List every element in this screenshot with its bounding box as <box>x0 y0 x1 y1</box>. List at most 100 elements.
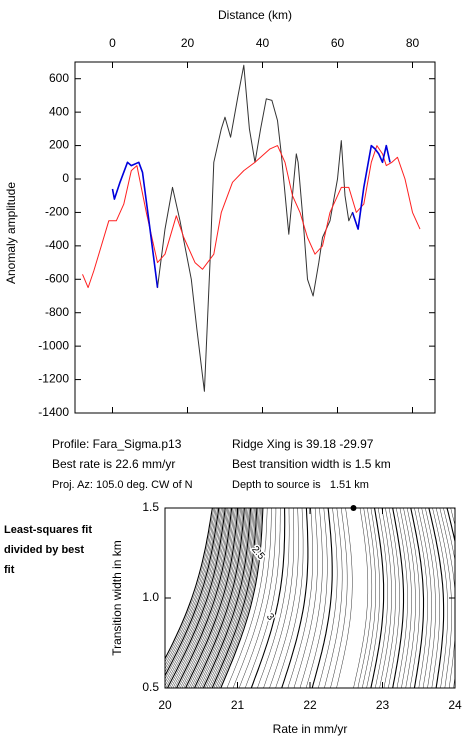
contour-line <box>194 508 455 688</box>
y-tick-label: 600 <box>49 71 69 85</box>
contour-line <box>281 508 405 688</box>
x-tick-label: 20 <box>181 36 195 50</box>
contour-line <box>172 508 455 688</box>
data-line <box>111 144 391 288</box>
contour-line <box>169 508 455 688</box>
y-tick-label: 400 <box>49 104 69 118</box>
contour-line <box>226 508 440 688</box>
contour-line <box>208 508 455 688</box>
contour-line <box>201 508 455 688</box>
contour-line <box>185 508 455 688</box>
contour-line <box>190 508 455 688</box>
contour-line <box>311 508 385 688</box>
y-tick-label: 0.5 <box>142 680 159 694</box>
contour-line <box>202 508 455 688</box>
side-label: Least-squares fit divided by best fit <box>4 524 93 576</box>
y-tick-label: -1200 <box>38 372 69 386</box>
contour-line <box>324 508 376 688</box>
contour-line <box>210 508 455 688</box>
contour-line <box>176 508 455 688</box>
contour-line <box>165 508 455 660</box>
x-tick-label: 20 <box>158 698 172 712</box>
contour-line <box>165 508 455 670</box>
contour-line <box>299 508 392 688</box>
contour-line <box>263 508 416 688</box>
y-tick-label: 200 <box>49 138 69 152</box>
contour-line <box>174 508 455 688</box>
contours <box>165 508 455 688</box>
y-tick-label: -400 <box>45 238 69 252</box>
annotation: Best rate is 22.6 mm/yr <box>52 457 175 471</box>
contour-line <box>330 508 372 688</box>
contour-line <box>206 508 455 688</box>
contour-line <box>250 508 425 688</box>
contour-line <box>183 508 455 688</box>
contour-line <box>245 508 428 688</box>
contour-line <box>269 508 412 688</box>
y-axis-title: Transition width in km <box>110 540 124 656</box>
contour-line <box>275 508 408 688</box>
contour-line <box>165 508 455 687</box>
x-tick-label: 80 <box>406 36 420 50</box>
best-point <box>350 505 357 511</box>
contour-line <box>238 508 432 688</box>
annotation: Ridge Xing is 39.18 -29.97 <box>232 437 374 451</box>
y-tick-label: -200 <box>45 205 69 219</box>
x-tick-label: 0 <box>109 36 116 50</box>
contour-line <box>192 508 455 688</box>
x-tick-label: 60 <box>331 36 345 50</box>
contour-line <box>165 508 455 677</box>
y-tick-label: -1000 <box>38 338 69 352</box>
contour-line <box>220 508 445 688</box>
y-tick-label: -600 <box>45 271 69 285</box>
contour-line <box>215 508 455 688</box>
contour-line <box>217 508 452 688</box>
contour-line <box>218 508 448 688</box>
contour-line <box>213 508 455 688</box>
contour-line <box>211 508 455 688</box>
x-axis-title: Rate in mm/yr <box>273 722 348 736</box>
x-tick-label: 23 <box>376 698 390 712</box>
y-tick-label: -800 <box>45 305 69 319</box>
contour-line <box>318 508 380 688</box>
annotation: Best transition width is 1.5 km <box>232 457 391 471</box>
contour-line <box>199 508 455 688</box>
y-tick-label: 0 <box>62 171 69 185</box>
annotation: Profile: Fara_Sigma.p13 <box>52 437 182 451</box>
contour-line <box>165 508 455 673</box>
x-tick-label: 24 <box>448 698 462 712</box>
contour-line <box>257 508 420 688</box>
data-line <box>82 145 421 289</box>
contour-line <box>165 508 455 666</box>
contour-line <box>293 508 396 688</box>
contour-line <box>165 508 455 680</box>
contour-line <box>165 508 455 683</box>
contour-line <box>232 508 436 688</box>
annotation: Proj. Az: 105.0 deg. CW of N <box>52 479 193 491</box>
plot-frame <box>74 61 436 414</box>
y-tick-label: 1.0 <box>142 590 159 604</box>
contour-line <box>205 508 455 688</box>
data-line <box>112 64 391 392</box>
x-axis-title: Distance (km) <box>218 8 292 22</box>
annotation: Depth to source is 1.51 km <box>232 479 369 491</box>
contour-line <box>305 508 388 688</box>
contour-line <box>287 508 400 688</box>
x-tick-label: 40 <box>256 36 270 50</box>
contour-line <box>188 508 455 688</box>
y-tick-label: -1400 <box>38 405 69 419</box>
y-axis-title: Anomaly amplitude <box>4 182 18 284</box>
contour-line <box>197 508 455 688</box>
contour-line <box>167 508 455 688</box>
contour-line <box>196 508 455 688</box>
contour-line <box>165 508 455 663</box>
y-tick-label: 1.5 <box>142 500 159 514</box>
contour-line <box>187 508 455 688</box>
contour-line <box>180 508 455 688</box>
x-tick-label: 21 <box>231 698 245 712</box>
contour-line <box>181 508 455 688</box>
side-label-box: Least-squares fit divided by best fit <box>4 524 93 576</box>
contour-line <box>165 508 455 688</box>
contour-line <box>170 508 455 688</box>
